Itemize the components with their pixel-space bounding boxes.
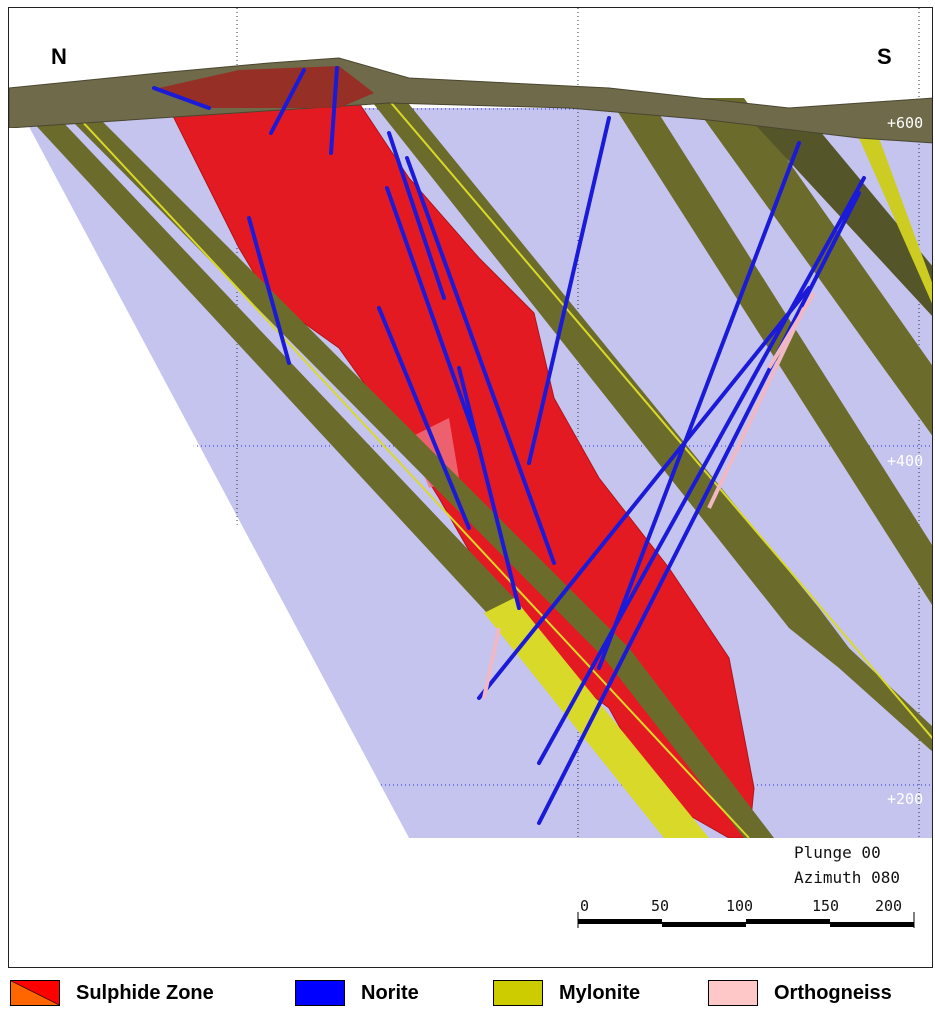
scale-tick-50: 50 — [651, 897, 670, 915]
scale-bar — [577, 912, 915, 928]
scale-tick-150: 150 — [812, 897, 840, 915]
drillhole-12 — [537, 176, 866, 765]
drillhole-9 — [457, 366, 521, 610]
drillhole-3 — [329, 66, 339, 155]
legend-label-orthogneiss: Orthogneiss — [774, 981, 892, 1004]
cross-section-frame: N S +600 +400 +200 Plunge 00 Azimuth 080… — [8, 7, 933, 968]
drillhole-13 — [537, 191, 861, 825]
norite-swatch — [295, 980, 345, 1006]
cross-section-diagram — [9, 8, 932, 967]
legend-label-mylonite: Mylonite — [559, 981, 641, 1004]
orthogneiss-interval-3 — [482, 627, 501, 699]
drillhole-1 — [152, 86, 211, 110]
drillhole-6 — [385, 186, 481, 450]
sulphide-swatch — [10, 980, 60, 1006]
legend-item-orthogneiss: Orthogneiss — [708, 978, 892, 1008]
plunge-label: Plunge 00 — [794, 843, 881, 862]
elevation-label-400: +400 — [887, 452, 924, 470]
drillhole-14 — [477, 286, 811, 700]
legend-item-norite: Norite — [295, 978, 419, 1008]
scale-tick-100: 100 — [726, 897, 754, 915]
mylonite-band-3 — [69, 118, 774, 838]
mylonite-band-5 — [609, 98, 932, 605]
scale-tick-0: 0 — [580, 897, 590, 915]
legend-item-mylonite: Mylonite — [493, 978, 640, 1008]
section-left-mask — [9, 128, 409, 838]
mylonite-swatch — [493, 980, 543, 1006]
orthogneiss-swatch — [708, 980, 758, 1006]
drillhole-7 — [405, 156, 556, 565]
compass-south: S — [877, 44, 892, 69]
surface-ore-outcrop — [159, 66, 374, 108]
mylonite-band-4 — [369, 98, 932, 752]
mylonite-band-8 — [859, 138, 932, 304]
mylonite-bands — [29, 97, 932, 839]
section-bottom-mask — [9, 838, 932, 967]
elevation-label-600: +600 — [887, 114, 924, 132]
azimuth-label: Azimuth 080 — [794, 868, 900, 887]
drillhole-2 — [269, 68, 306, 135]
drillhole-4 — [247, 216, 291, 365]
drillhole-8 — [377, 306, 471, 530]
drillholes — [152, 66, 866, 825]
drillhole-10 — [527, 116, 611, 465]
drillhole-5 — [387, 131, 446, 300]
drillhole-11 — [597, 141, 801, 670]
legend-label-norite: Norite — [361, 981, 419, 1004]
scale-tick-200: 200 — [875, 897, 903, 915]
legend-item-sulphide: Sulphide Zone — [10, 978, 214, 1008]
compass-north: N — [51, 44, 67, 69]
legend-label-sulphide: Sulphide Zone — [76, 981, 214, 1004]
mylonite-band-2 — [484, 598, 709, 838]
mylonite-band-1 — [29, 118, 514, 613]
orthogneiss-interval-2 — [707, 307, 806, 509]
elevation-label-200: +200 — [887, 790, 924, 808]
legend: Sulphide Zone Norite Mylonite Orthogneis… — [8, 974, 933, 1012]
mylonite-band-6 — [689, 98, 932, 436]
